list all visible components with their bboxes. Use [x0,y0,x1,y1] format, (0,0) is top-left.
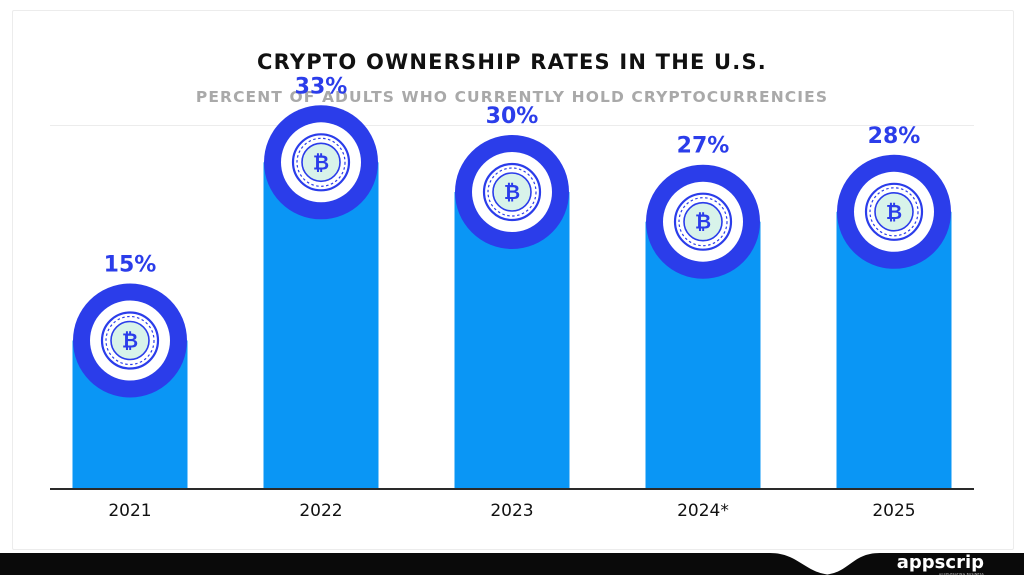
bar-group-2023: ₿ 30% 2023 [454,104,570,521]
chart-subtitle: PERCENT OF ADULTS WHO CURRENTLY HOLD CRY… [195,88,829,106]
category-label: 2021 [108,501,151,521]
bitcoin-symbol: ₿ [886,200,902,224]
category-label: 2025 [872,501,915,521]
bitcoin-coin-icon: ₿ [864,182,924,241]
bar-group-2024*: ₿ 27% 2024* [645,134,761,521]
coin-dashed-ring [869,187,919,237]
footer-shape [0,553,1024,575]
category-label: 2024* [677,501,729,521]
coin-face [874,192,914,232]
coin-face [110,320,150,361]
coin-face [683,201,723,242]
coin-dashed-ring [487,167,537,217]
bitcoin-symbol: ₿ [313,150,329,174]
coin-face [492,172,532,212]
bitcoin-symbol: ₿ [504,180,520,204]
title-divider [50,125,974,126]
value-label: 15% [104,253,157,278]
bitcoin-symbol: ₿ [695,210,711,234]
value-label: 33% [295,74,348,99]
coin-dashed-ring [105,315,155,366]
value-label: 27% [677,134,730,159]
brand-tagline: ACCELERATING BUSINESS [939,572,984,576]
bitcoin-coin-icon: ₿ [482,162,542,222]
brand-logo: appscrip [896,552,984,573]
bitcoin-coin-icon: ₿ [100,311,160,370]
coin-dashed-ring [678,197,728,247]
category-label: 2022 [299,501,342,521]
coin-outer-ring [482,162,542,222]
bar-group-2025: ₿ 28% 2025 [836,124,952,521]
coin-outer-ring [673,192,733,251]
coin-outer-ring [864,182,924,241]
value-label: 28% [868,124,921,149]
chart-title: CRYPTO OWNERSHIP RATES IN THE U.S. [257,50,767,74]
coin-outer-ring [100,311,160,370]
coin-outer-ring [291,133,351,192]
value-label: 30% [486,104,539,129]
bitcoin-symbol: ₿ [122,329,138,353]
coin-dashed-ring [296,137,346,187]
footer-bar: appscrip ACCELERATING BUSINESS [0,552,1024,576]
bitcoin-coin-icon: ₿ [673,192,733,251]
bitcoin-coin-icon: ₿ [291,133,351,192]
coin-face [301,142,341,183]
category-label: 2023 [490,501,533,521]
bar-group-2022: ₿ 33% 2022 [263,74,379,521]
bar-group-2021: ₿ 15% 2021 [72,253,188,521]
